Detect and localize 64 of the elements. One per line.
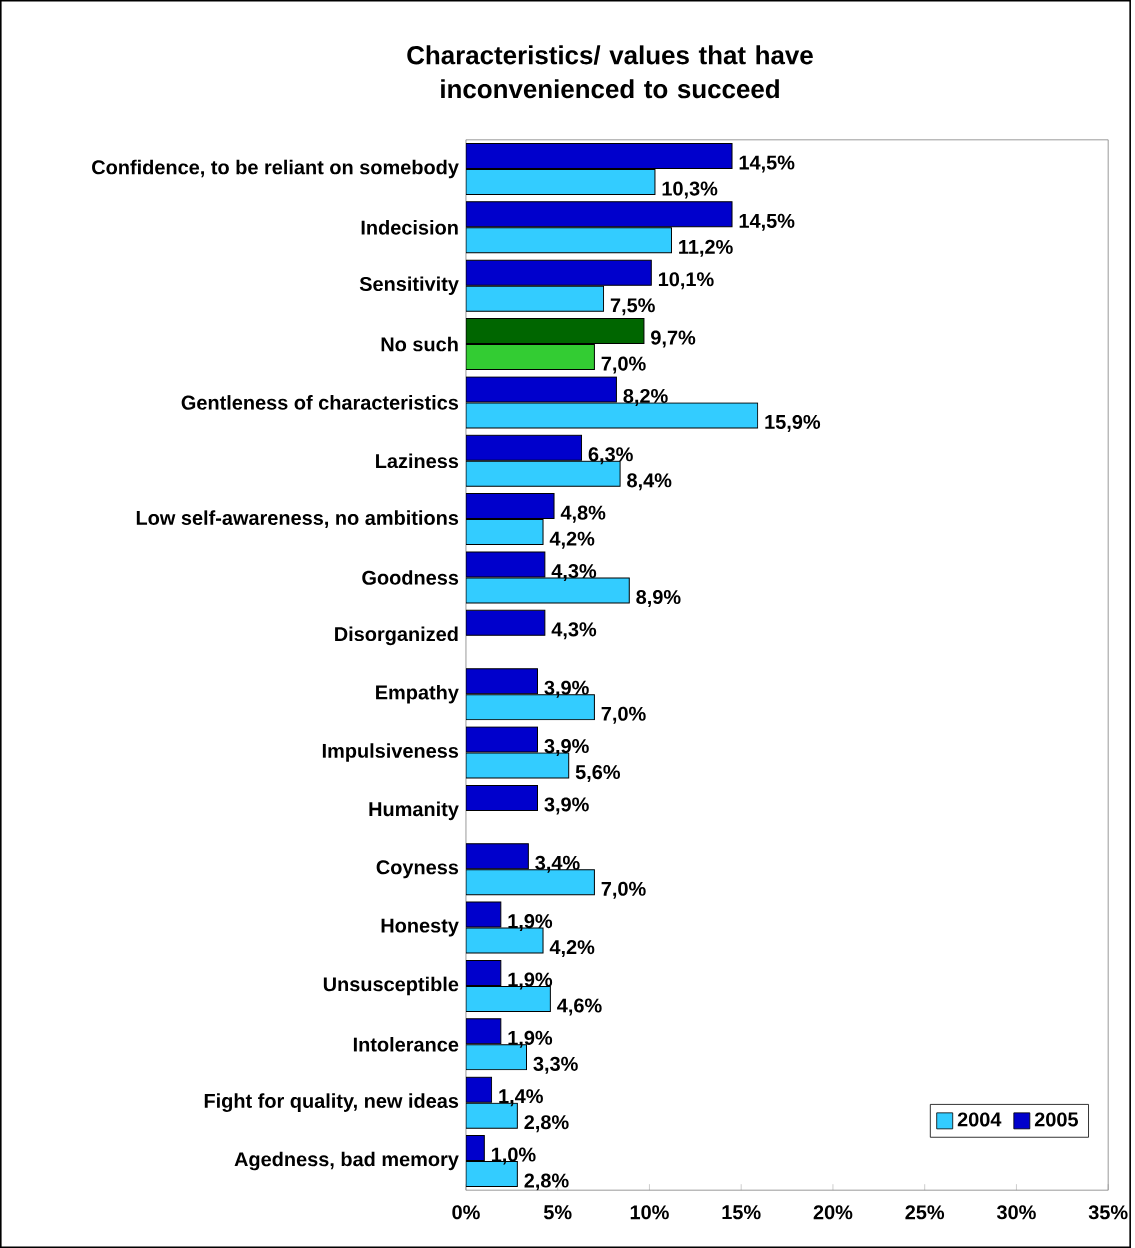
y-tick-label: Coyness: [376, 860, 459, 879]
data-label: 15,9%: [765, 414, 821, 432]
data-label: 8,9%: [636, 589, 681, 607]
data-label: 3,9%: [544, 797, 589, 815]
data-label: 3,9%: [544, 739, 589, 757]
data-label: 8,2%: [623, 388, 668, 406]
x-tick-label: 10%: [630, 1205, 669, 1220]
data-label: 2,8%: [524, 1115, 569, 1133]
x-tick-label: 25%: [905, 1205, 945, 1220]
x-tick-label: 0%: [452, 1205, 480, 1220]
data-label: 1,9%: [508, 914, 553, 932]
data-label: 7,0%: [601, 881, 646, 899]
data-label: 4,8%: [560, 505, 606, 523]
y-tick-label: Goodness: [362, 570, 459, 585]
data-label: 9,7%: [651, 330, 696, 348]
data-label: 7,0%: [601, 356, 646, 374]
y-tick-label: No such: [381, 336, 458, 352]
data-label: 1,4%: [499, 1089, 544, 1107]
y-tick-label: Unsusceptible: [323, 976, 459, 996]
y-tick-label: Empathy: [376, 684, 459, 704]
data-label: 11,2%: [679, 239, 733, 257]
y-tick-label: Agedness, bad memory: [234, 1151, 459, 1171]
x-tick-label: 30%: [997, 1205, 1036, 1220]
data-label: 8,4%: [627, 473, 672, 491]
x-tick-label: 35%: [1088, 1205, 1128, 1220]
x-tick-label: 15%: [722, 1205, 761, 1220]
y-tick-label: Humanity: [369, 801, 459, 821]
y-tick-label: Sensitivity: [359, 276, 459, 295]
y-tick-label: Gentleness of characteristics: [181, 395, 459, 410]
legend-label: 2005: [1035, 1112, 1079, 1127]
y-tick-label: Impulsiveness: [322, 743, 459, 762]
data-label: 10,3%: [662, 181, 718, 199]
data-label: 1,9%: [508, 1030, 553, 1048]
data-label: 4,3%: [551, 622, 597, 640]
data-label: 14,5%: [739, 213, 795, 231]
y-tick-label: Low self-awareness, no ambitions: [136, 510, 459, 528]
data-label: 4,3%: [551, 563, 597, 581]
data-label: 3,3%: [533, 1056, 578, 1074]
data-label: 4,2%: [549, 531, 595, 549]
data-label: 1,0%: [492, 1147, 536, 1165]
data-label: 2,8%: [524, 1173, 569, 1191]
y-tick-label: Laziness: [376, 453, 459, 469]
data-label: 4,2%: [549, 940, 595, 958]
y-tick-label: Honesty: [381, 918, 459, 937]
y-tick-label: Indecision: [361, 220, 458, 235]
data-label: 7,0%: [601, 706, 646, 724]
data-label: 1,9%: [508, 972, 553, 990]
bar: [466, 784, 539, 811]
data-label: 6,3%: [588, 447, 633, 465]
data-label: 14,5%: [739, 155, 795, 173]
data-label: 3,9%: [544, 680, 589, 698]
data-label: 10,1%: [659, 272, 714, 290]
y-tick-label: Fight for quality, new ideas: [204, 1093, 459, 1112]
y-tick-label: Intolerance: [354, 1036, 459, 1052]
y-tick-label: Confidence, to be reliant on somebody: [92, 159, 459, 179]
data-label: 3,4%: [535, 855, 580, 873]
y-tick-label: Disorganized: [335, 626, 458, 646]
x-tick-label: 5%: [544, 1205, 572, 1220]
legend-label: 2004: [957, 1112, 1002, 1127]
x-tick-label: 20%: [813, 1205, 853, 1220]
data-label: 5,6%: [575, 765, 621, 783]
data-label: 7,5%: [610, 298, 655, 316]
data-label: 4,6%: [557, 998, 602, 1016]
chart-title: Characteristics/ values that have inconvenienced to succeed: [407, 45, 813, 99]
